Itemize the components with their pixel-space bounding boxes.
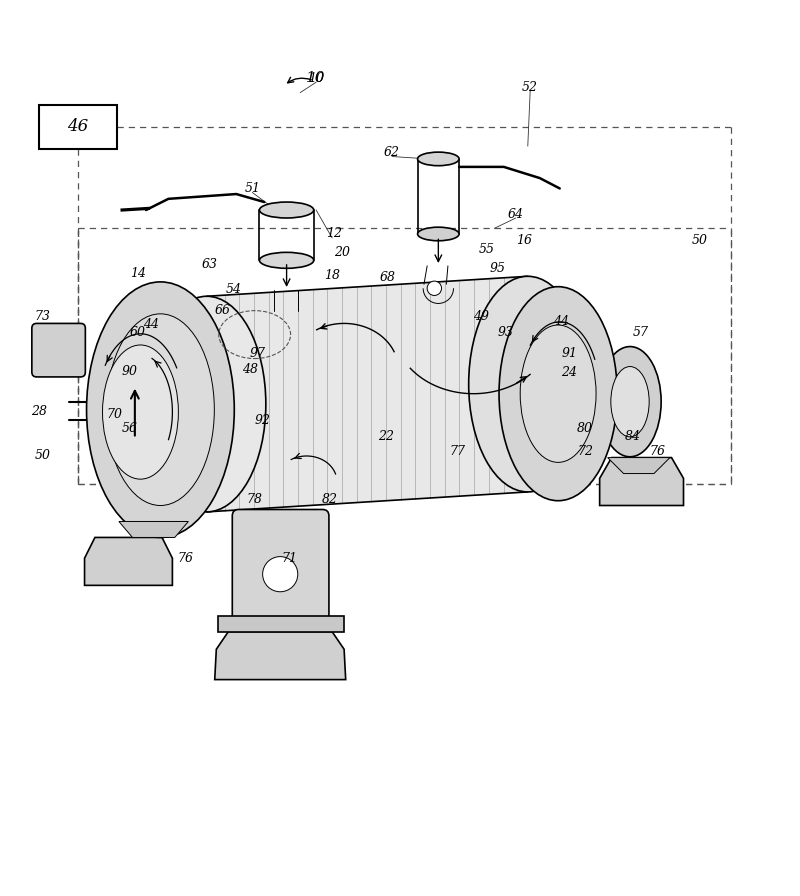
Polygon shape bbox=[206, 276, 528, 512]
Text: 48: 48 bbox=[242, 363, 258, 376]
Text: 95: 95 bbox=[490, 262, 506, 275]
Text: 97: 97 bbox=[250, 348, 266, 360]
Text: 50: 50 bbox=[34, 450, 50, 462]
Text: 91: 91 bbox=[562, 348, 578, 360]
Text: 72: 72 bbox=[578, 445, 594, 459]
Text: 70: 70 bbox=[106, 408, 122, 421]
Text: 84: 84 bbox=[625, 429, 641, 443]
Text: 18: 18 bbox=[324, 269, 340, 282]
Text: 50: 50 bbox=[691, 234, 707, 247]
Polygon shape bbox=[85, 538, 172, 585]
Text: 24: 24 bbox=[562, 366, 578, 379]
FancyBboxPatch shape bbox=[232, 510, 329, 626]
Text: 57: 57 bbox=[633, 326, 649, 339]
Text: 12: 12 bbox=[326, 228, 342, 240]
Ellipse shape bbox=[259, 202, 314, 218]
Ellipse shape bbox=[259, 253, 314, 268]
Text: 44: 44 bbox=[143, 318, 159, 331]
Circle shape bbox=[427, 281, 442, 296]
Text: 90: 90 bbox=[122, 365, 138, 378]
Text: 10: 10 bbox=[306, 72, 326, 85]
Polygon shape bbox=[600, 458, 683, 505]
Ellipse shape bbox=[102, 345, 178, 479]
Text: 55: 55 bbox=[478, 244, 494, 256]
Ellipse shape bbox=[520, 325, 596, 462]
Bar bbox=[39, 106, 118, 149]
Text: 46: 46 bbox=[67, 118, 89, 135]
Text: 20: 20 bbox=[334, 246, 350, 259]
Text: 60: 60 bbox=[130, 326, 146, 339]
Text: 82: 82 bbox=[322, 494, 338, 506]
Ellipse shape bbox=[611, 366, 649, 437]
Polygon shape bbox=[608, 458, 670, 474]
Polygon shape bbox=[214, 632, 346, 679]
Text: 76: 76 bbox=[649, 445, 665, 459]
Text: 80: 80 bbox=[578, 421, 594, 435]
Text: 51: 51 bbox=[244, 182, 260, 195]
Text: 16: 16 bbox=[516, 234, 532, 247]
Text: 92: 92 bbox=[254, 414, 270, 426]
Ellipse shape bbox=[418, 152, 459, 166]
Polygon shape bbox=[119, 521, 188, 538]
Text: 56: 56 bbox=[122, 421, 138, 435]
Text: 68: 68 bbox=[379, 271, 395, 284]
Text: 73: 73 bbox=[34, 310, 50, 323]
Text: 64: 64 bbox=[508, 208, 524, 220]
Ellipse shape bbox=[86, 282, 234, 538]
Ellipse shape bbox=[599, 347, 661, 457]
Text: 62: 62 bbox=[384, 146, 400, 159]
Text: 14: 14 bbox=[130, 267, 146, 280]
Text: 93: 93 bbox=[498, 326, 514, 339]
Ellipse shape bbox=[499, 287, 618, 501]
Text: 76: 76 bbox=[178, 552, 194, 564]
Text: 10: 10 bbox=[308, 72, 324, 85]
FancyBboxPatch shape bbox=[32, 323, 86, 377]
Text: 44: 44 bbox=[554, 315, 570, 328]
FancyBboxPatch shape bbox=[218, 616, 344, 632]
Circle shape bbox=[262, 556, 298, 591]
Text: 66: 66 bbox=[214, 304, 230, 317]
Text: 54: 54 bbox=[226, 283, 242, 297]
Text: 71: 71 bbox=[282, 552, 298, 564]
Text: 78: 78 bbox=[246, 494, 262, 506]
Ellipse shape bbox=[148, 297, 266, 512]
Text: 63: 63 bbox=[202, 258, 218, 271]
Text: 28: 28 bbox=[31, 405, 47, 418]
Ellipse shape bbox=[106, 314, 214, 505]
Text: 52: 52 bbox=[522, 81, 538, 93]
Ellipse shape bbox=[418, 228, 459, 241]
Ellipse shape bbox=[469, 276, 587, 492]
Text: 77: 77 bbox=[450, 445, 466, 459]
Text: 22: 22 bbox=[378, 429, 394, 443]
Text: 49: 49 bbox=[474, 310, 490, 323]
